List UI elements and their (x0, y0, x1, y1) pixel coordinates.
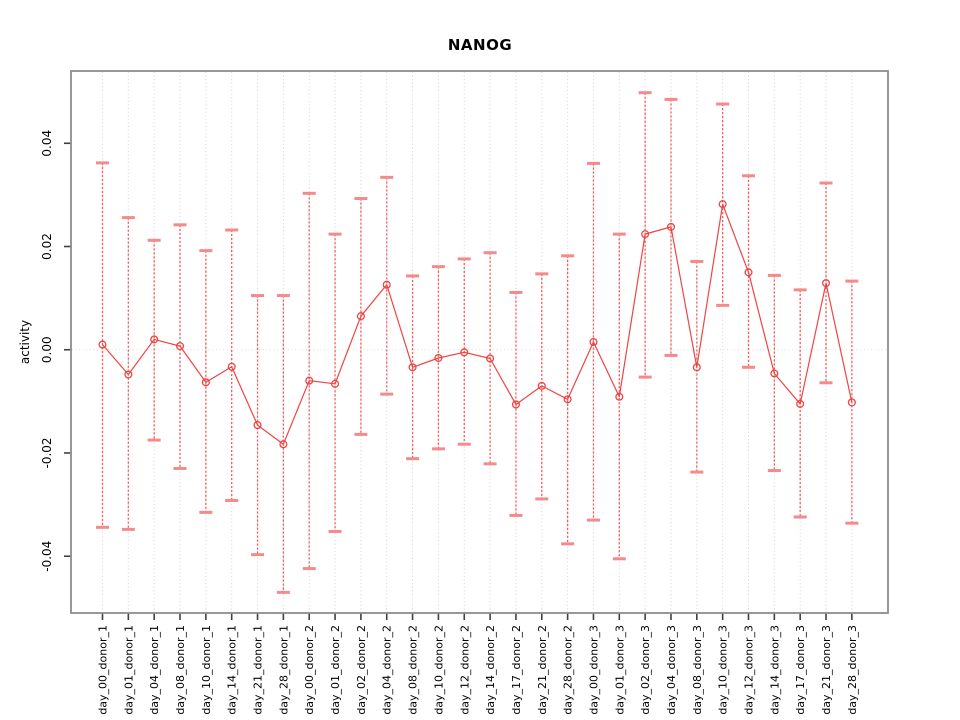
data-point (511, 400, 520, 409)
data-point (615, 392, 624, 401)
x-tick-label: day_02_donor_2 (355, 625, 368, 715)
data-point (253, 421, 262, 430)
x-tick-label: day_00_donor_2 (303, 625, 316, 715)
data-point (434, 353, 443, 363)
data-point (486, 354, 495, 363)
data-point (537, 381, 546, 390)
series-line (102, 203, 853, 445)
x-tick-label: day_08_donor_2 (407, 625, 420, 715)
data-point (718, 200, 727, 209)
x-tick-label: day_14_donor_3 (768, 625, 781, 715)
x-tick-label: day_21_donor_2 (536, 625, 549, 715)
plot-border (70, 70, 889, 614)
x-tick-label: day_28_donor_1 (277, 625, 290, 715)
x-tick-label: day_04_donor_1 (148, 625, 161, 715)
data-point (279, 440, 288, 449)
x-tick-label: day_14_donor_1 (226, 625, 239, 715)
x-tick-label: day_10_donor_2 (432, 625, 445, 715)
x-tick-label: day_00_donor_1 (97, 625, 110, 715)
data-point (641, 230, 650, 239)
data-point (821, 279, 831, 288)
x-tick-label: day_17_donor_2 (510, 625, 523, 715)
data-point (847, 398, 856, 407)
data-point (408, 363, 417, 372)
x-tick-label: day_10_donor_1 (200, 625, 213, 715)
x-tick-label: day_28_donor_2 (562, 625, 575, 715)
y-tick-label: 0.00 (40, 336, 54, 363)
x-tick-label: day_01_donor_3 (613, 625, 626, 715)
chart-title: NANOG (447, 36, 513, 54)
x-tick-label: day_01_donor_2 (329, 625, 342, 715)
data-point (124, 370, 133, 379)
x-tick-label: day_17_donor_3 (794, 625, 807, 715)
data-point (692, 363, 701, 372)
y-tick-label: 0.02 (40, 233, 54, 260)
x-tick-label: day_02_donor_3 (639, 625, 652, 715)
x-tick-label: day_08_donor_1 (174, 625, 187, 715)
data-point (98, 340, 107, 349)
data-point (589, 337, 598, 347)
x-tick-label: day_04_donor_2 (381, 625, 394, 715)
x-tick-label: day_04_donor_3 (665, 625, 678, 715)
data-point (382, 280, 391, 289)
x-tick-label: day_12_donor_2 (458, 625, 471, 715)
data-point (227, 362, 236, 371)
data-point (201, 378, 210, 387)
data-point (175, 342, 185, 351)
data-point (331, 379, 340, 388)
data-point (666, 222, 676, 231)
data-point (460, 348, 469, 357)
data-point (305, 376, 314, 385)
x-tick-label: day_21_donor_3 (820, 625, 833, 715)
x-tick-label: day_14_donor_2 (484, 625, 497, 715)
data-point (744, 268, 753, 277)
x-tick-label: day_12_donor_3 (743, 625, 756, 715)
y-tick-label: -0.02 (40, 437, 54, 468)
y-tick-label: 0.04 (40, 130, 54, 157)
x-tick-label: day_28_donor_3 (846, 625, 859, 715)
data-point (796, 399, 805, 408)
x-tick-label: day_10_donor_3 (717, 625, 730, 715)
data-point (150, 335, 159, 344)
data-point (770, 369, 779, 378)
data-point (356, 312, 365, 321)
x-tick-label: day_01_donor_1 (122, 625, 135, 715)
y-tick-label: -0.04 (40, 541, 54, 572)
data-point (563, 395, 572, 404)
x-tick-label: day_08_donor_3 (691, 625, 704, 715)
x-tick-label: day_00_donor_3 (587, 625, 600, 715)
x-tick-label: day_21_donor_1 (252, 625, 265, 715)
